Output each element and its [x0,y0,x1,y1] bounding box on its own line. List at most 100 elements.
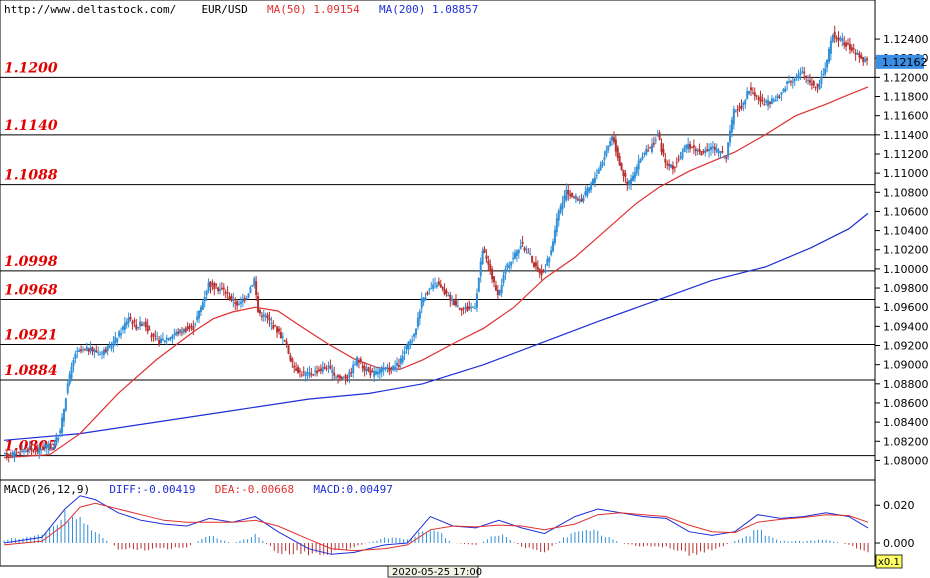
candle-body [270,322,273,324]
candle-body [866,58,869,61]
candle-body [139,321,142,327]
candle-body [611,136,614,141]
candle-body [582,197,585,202]
y-tick-label: 1.10400 [883,225,929,238]
price-axis: 1.124001.122001.120001.118001.116001.114… [875,33,929,467]
ma50-curve [3,86,869,459]
candle-body [428,289,431,291]
candle-body [215,284,218,286]
candle-body [550,250,553,255]
candle-body [409,340,412,344]
candle-body [99,354,102,356]
candle-body [519,245,522,249]
candle-body [675,162,678,164]
candle-body [601,161,604,166]
candle-body [158,339,161,345]
source-url[interactable]: http://www.deltastock.com/ [4,3,177,16]
candle-body [670,164,673,168]
candle-body [36,447,39,452]
candle-body [774,99,777,102]
candle-body [479,261,482,277]
candle-body [346,377,349,379]
candle-body [40,448,43,450]
candle-body [38,447,41,454]
candle-body [80,349,83,352]
candle-body [755,95,758,97]
candle-body [746,91,749,100]
candle-body [144,321,147,328]
candle-body [443,289,446,295]
candle-body [852,48,855,50]
candle-body [133,320,136,322]
y-tick-label: 1.10200 [883,244,929,257]
candle-body [658,132,661,140]
candle-body [399,358,402,364]
candle-body [856,53,859,55]
candle-body [572,196,575,198]
candle-body [329,365,332,369]
candle-body [11,452,14,457]
candle-body [512,258,515,260]
candle-body [220,288,223,290]
candle-body [749,87,752,91]
candle-body [264,316,267,318]
candle-body [152,333,155,336]
candle-body [824,68,827,75]
candle-body [538,268,541,274]
candle-body [854,52,857,55]
candle-body [222,287,225,290]
y-tick-label: 1.11200 [883,148,929,161]
candle-body [239,301,242,304]
current-price-label: 1.12162 [882,56,928,69]
candle-body [748,90,751,94]
candle-body [567,190,570,195]
y-tick-label: 1.12400 [883,33,929,46]
candle-body [513,253,516,259]
candle-body [95,350,98,353]
candle-body [711,146,714,148]
macd-name: MACD(26,12,9) [4,483,91,496]
ma50-label: MA(50) [267,3,307,16]
candle-body [156,338,159,340]
candle-body [845,42,848,47]
candle-body [717,150,720,154]
candle-body [182,328,185,333]
candle-body [53,444,56,449]
candle-body [795,76,798,78]
candle-body [641,156,644,160]
candle-body [732,108,735,125]
candle-body [217,287,220,292]
candle-body [453,300,456,305]
candle-body [160,338,163,344]
level-label: 1.1200 [4,60,58,76]
candle-body [485,255,488,259]
candle-body [74,353,77,359]
candle-body [78,350,81,353]
candle-body [285,341,288,345]
candle-body [171,335,174,339]
candle-body [411,340,414,342]
candle-body [127,317,130,323]
candle-body [561,202,564,210]
candle-body [494,285,497,291]
candle-body [251,284,254,287]
candle-body [628,180,631,185]
candle-body [807,80,810,82]
candle-body [580,198,583,202]
candle-body [706,149,709,152]
candle-body [238,303,241,305]
candle-body [563,195,566,203]
candle-body [753,92,756,97]
candle-body [506,263,509,268]
candle-body [47,443,50,449]
zoom-box[interactable] [875,554,903,569]
candle-body [847,43,850,45]
candle-body [81,349,84,351]
candle-body [517,249,520,254]
candle-body [116,338,119,342]
candle-body [167,338,170,341]
candle-body [525,249,528,251]
candle-body [808,80,811,83]
candle-body [527,252,530,254]
